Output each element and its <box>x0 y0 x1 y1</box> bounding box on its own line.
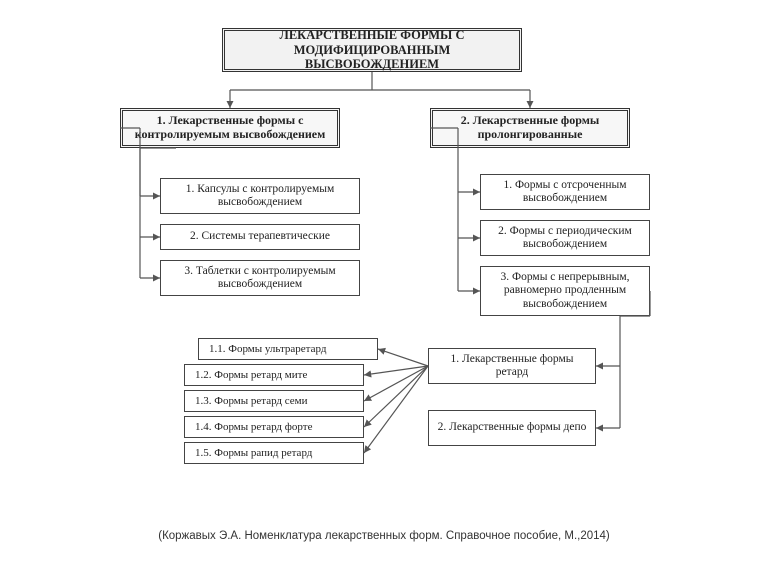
retard-5: 1.5. Формы рапид ретард <box>184 442 364 464</box>
caption-text: (Коржавых Э.А. Номенклатура лекарственны… <box>158 530 610 542</box>
retard-2-label: 1.2. Формы ретард мите <box>195 369 307 382</box>
caption: (Коржавых Э.А. Номенклатура лекарственны… <box>0 530 768 542</box>
retard-4-label: 1.4. Формы ретард форте <box>195 421 312 434</box>
retard-5-label: 1.5. Формы рапид ретард <box>195 447 312 460</box>
retard-4: 1.4. Формы ретард форте <box>184 416 364 438</box>
retard-3-label: 1.3. Формы ретард семи <box>195 395 308 408</box>
subright-item-2-label: 2. Лекарственные формы депо <box>438 421 587 434</box>
right-header-box: 2. Лекарственные формы пролонгированные <box>430 108 630 148</box>
root-box: ЛЕКАРСТВЕННЫЕ ФОРМЫ С МОДИФИЦИРОВАННЫМ В… <box>222 28 522 72</box>
right-header-label: 2. Лекарственные формы пролонгированные <box>439 114 621 142</box>
right-item-3: 3. Формы с непрерывным, равномерно продл… <box>480 266 650 316</box>
root-label: ЛЕКАРСТВЕННЫЕ ФОРМЫ С МОДИФИЦИРОВАННЫМ В… <box>231 28 513 71</box>
right-item-1: 1. Формы с отсроченным высвобождением <box>480 174 650 210</box>
retard-3: 1.3. Формы ретард семи <box>184 390 364 412</box>
subright-item-1-label: 1. Лекарственные формы ретард <box>435 353 589 379</box>
right-item-2: 2. Формы с периодическим высвобождением <box>480 220 650 256</box>
left-item-3-label: 3. Таблетки с контролируемым высвобожден… <box>167 265 353 291</box>
left-item-1-label: 1. Капсулы с контролируемым высвобождени… <box>167 183 353 209</box>
retard-2: 1.2. Формы ретард мите <box>184 364 364 386</box>
left-item-3: 3. Таблетки с контролируемым высвобожден… <box>160 260 360 296</box>
left-header-box: 1. Лекарственные формы с контролируемым … <box>120 108 340 148</box>
left-item-2: 2. Системы терапевтические <box>160 224 360 250</box>
right-item-3-label: 3. Формы с непрерывным, равномерно продл… <box>487 271 643 311</box>
connectors <box>0 0 768 576</box>
left-header-label: 1. Лекарственные формы с контролируемым … <box>129 114 331 142</box>
left-item-1: 1. Капсулы с контролируемым высвобождени… <box>160 178 360 214</box>
retard-1-label: 1.1. Формы ультраретард <box>209 343 326 356</box>
retard-1: 1.1. Формы ультраретард <box>198 338 378 360</box>
subright-item-2: 2. Лекарственные формы депо <box>428 410 596 446</box>
subright-item-1: 1. Лекарственные формы ретард <box>428 348 596 384</box>
right-item-2-label: 2. Формы с периодическим высвобождением <box>487 225 643 251</box>
right-item-1-label: 1. Формы с отсроченным высвобождением <box>487 179 643 205</box>
left-item-2-label: 2. Системы терапевтические <box>190 230 330 243</box>
